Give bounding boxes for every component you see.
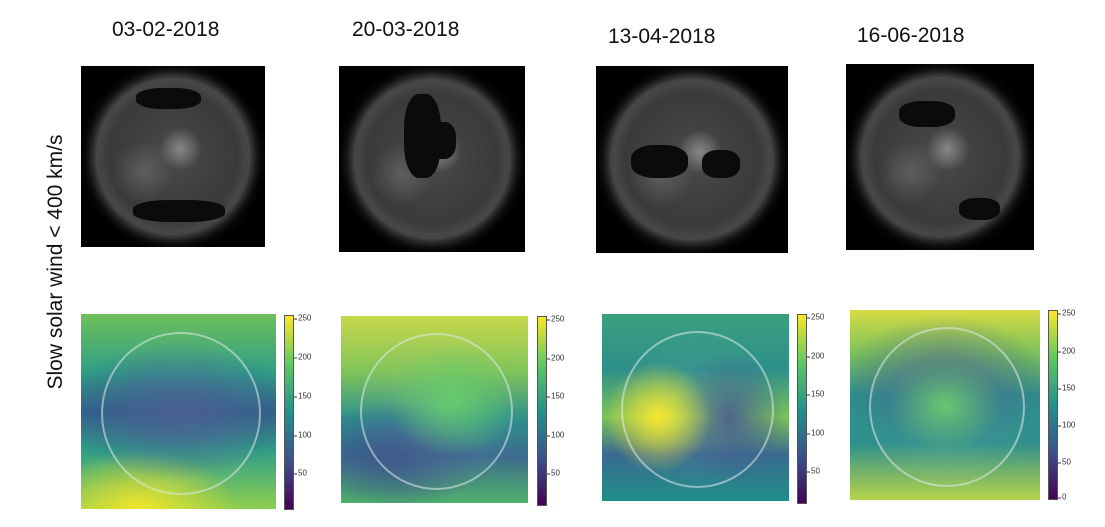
colorbar-4-tick: 250	[1057, 308, 1076, 318]
solar-image-2	[339, 66, 525, 252]
solar-image-3	[596, 66, 788, 253]
heatmap-2	[341, 316, 528, 503]
colorbar-3-tick: 100	[806, 428, 825, 438]
colorbar-1-tick: 50	[294, 468, 307, 478]
colorbar-4-tick: 0	[1057, 492, 1067, 502]
colorbar-2-tick: 50	[547, 468, 560, 478]
colorbar-2	[537, 316, 547, 506]
date-label-1: 03-02-2018	[112, 18, 220, 41]
colorbar-4-tick: 50	[1058, 457, 1071, 467]
solar-image-4	[846, 64, 1034, 250]
solar-image-1	[81, 66, 265, 247]
colorbar-1	[284, 315, 294, 510]
colorbar-3-tick: 50	[807, 466, 820, 476]
colorbar-2-tick: 200	[546, 353, 565, 363]
heatmap-3	[602, 314, 789, 501]
colorbar-2-tick: 100	[546, 430, 565, 440]
heatmap-1	[81, 314, 276, 509]
colorbar-3-tick: 200	[806, 351, 825, 361]
colorbar-4	[1048, 310, 1058, 500]
colorbar-3-tick: 250	[806, 312, 825, 322]
colorbar-4-tick: 200	[1057, 346, 1076, 356]
colorbar-3-tick: 150	[806, 389, 825, 399]
colorbar-1-tick: 100	[293, 430, 312, 440]
heatmap-4	[850, 310, 1040, 500]
colorbar-3	[797, 314, 807, 504]
date-label-4: 16-06-2018	[857, 24, 965, 47]
date-label-3: 13-04-2018	[608, 25, 716, 48]
colorbar-1-tick: 200	[293, 352, 312, 362]
colorbar-1-tick: 250	[293, 313, 312, 323]
colorbar-1-tick: 150	[293, 391, 312, 401]
colorbar-2-tick: 250	[546, 314, 565, 324]
date-label-2: 20-03-2018	[352, 18, 460, 41]
colorbar-4-tick: 100	[1057, 420, 1076, 430]
colorbar-4-tick: 150	[1057, 383, 1076, 393]
row-label-text: Slow solar wind < 400 km/s	[44, 134, 67, 390]
colorbar-2-tick: 150	[546, 391, 565, 401]
